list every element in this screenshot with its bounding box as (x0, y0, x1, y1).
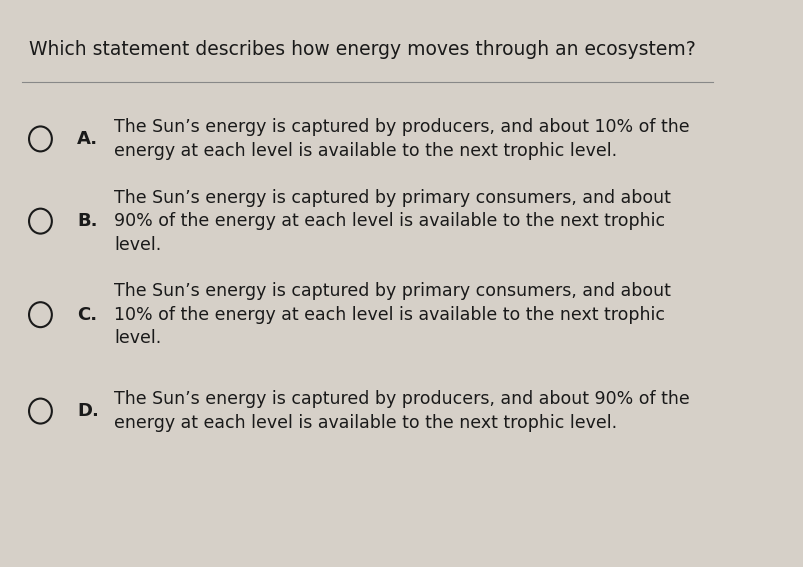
Text: The Sun’s energy is captured by producers, and about 10% of the
energy at each l: The Sun’s energy is captured by producer… (114, 118, 689, 160)
Text: The Sun’s energy is captured by producers, and about 90% of the
energy at each l: The Sun’s energy is captured by producer… (114, 390, 689, 432)
Text: D.: D. (77, 402, 99, 420)
Text: B.: B. (77, 212, 98, 230)
Text: Which statement describes how energy moves through an ecosystem?: Which statement describes how energy mov… (30, 40, 695, 59)
Text: The Sun’s energy is captured by primary consumers, and about
10% of the energy a: The Sun’s energy is captured by primary … (114, 282, 670, 347)
Text: The Sun’s energy is captured by primary consumers, and about
90% of the energy a: The Sun’s energy is captured by primary … (114, 189, 670, 253)
Text: A.: A. (77, 130, 98, 148)
Text: C.: C. (77, 306, 97, 324)
